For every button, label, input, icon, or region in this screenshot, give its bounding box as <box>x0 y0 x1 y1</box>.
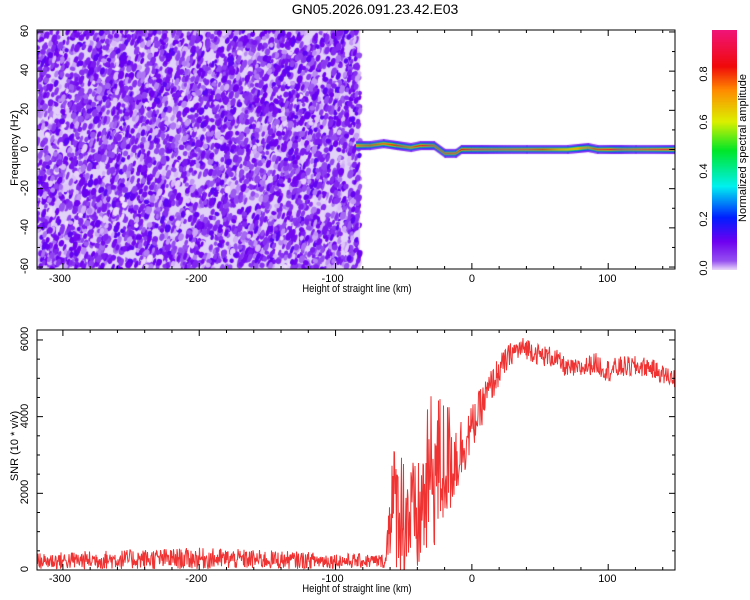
y-tick-label: 0 <box>19 565 31 573</box>
x-tick-label: -100 <box>321 573 344 585</box>
spectrogram-heatmap <box>37 30 675 269</box>
x-tick-label: -300 <box>48 573 71 585</box>
y-tick-label: 6000 <box>19 326 31 352</box>
snr-series-line <box>36 338 676 571</box>
snr-frame <box>36 329 676 571</box>
x-tick-label: -200 <box>185 273 208 285</box>
spectrogram-x-label: Height of straight line (km) <box>302 283 412 295</box>
x-tick-label: 100 <box>598 273 617 285</box>
chart-title: GN05.2026.091.23.42.E03 <box>291 1 459 17</box>
x-tick-label: 100 <box>598 573 617 585</box>
snr-x-label: Height of straight line (km) <box>302 583 412 595</box>
x-tick-label: -200 <box>185 573 208 585</box>
x-tick-label: 0 <box>468 573 475 585</box>
x-tick-label: -100 <box>321 273 344 285</box>
spectrogram-axes <box>36 29 676 270</box>
x-tick-label: 0 <box>468 273 475 285</box>
x-tick-label: -300 <box>48 273 71 285</box>
snr-y-label: SNR (10 * v/v) <box>9 410 21 482</box>
colorbar <box>712 30 737 270</box>
